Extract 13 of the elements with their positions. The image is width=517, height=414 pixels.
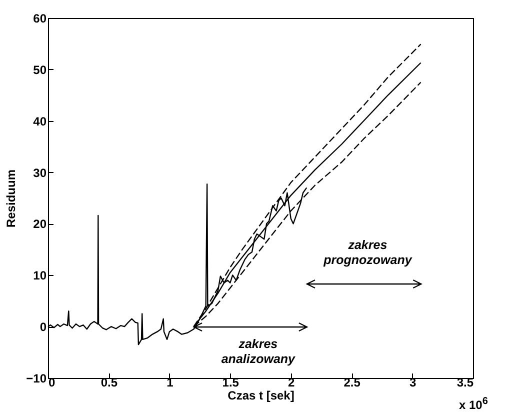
annotation: zakres prognozowany — [324, 238, 412, 268]
y-tick-label: 20 — [33, 217, 47, 232]
y-tick-label: 0 — [40, 320, 47, 334]
y-tick-label: 50 — [33, 62, 47, 77]
annotation: zakres analizowany — [221, 336, 295, 367]
x-axis-title: Czas t [sek] — [228, 388, 294, 402]
y-tick-label: 30 — [33, 166, 47, 180]
y-axis-title: Residuum — [4, 169, 18, 228]
text: x 10$^{6}$ — [459, 396, 488, 412]
y-tick-label: 10 — [33, 268, 47, 283]
y-tick-label: 60 — [33, 12, 47, 26]
y-tick-label: 40 — [33, 114, 47, 128]
y-tick-label: −10 — [26, 372, 47, 386]
